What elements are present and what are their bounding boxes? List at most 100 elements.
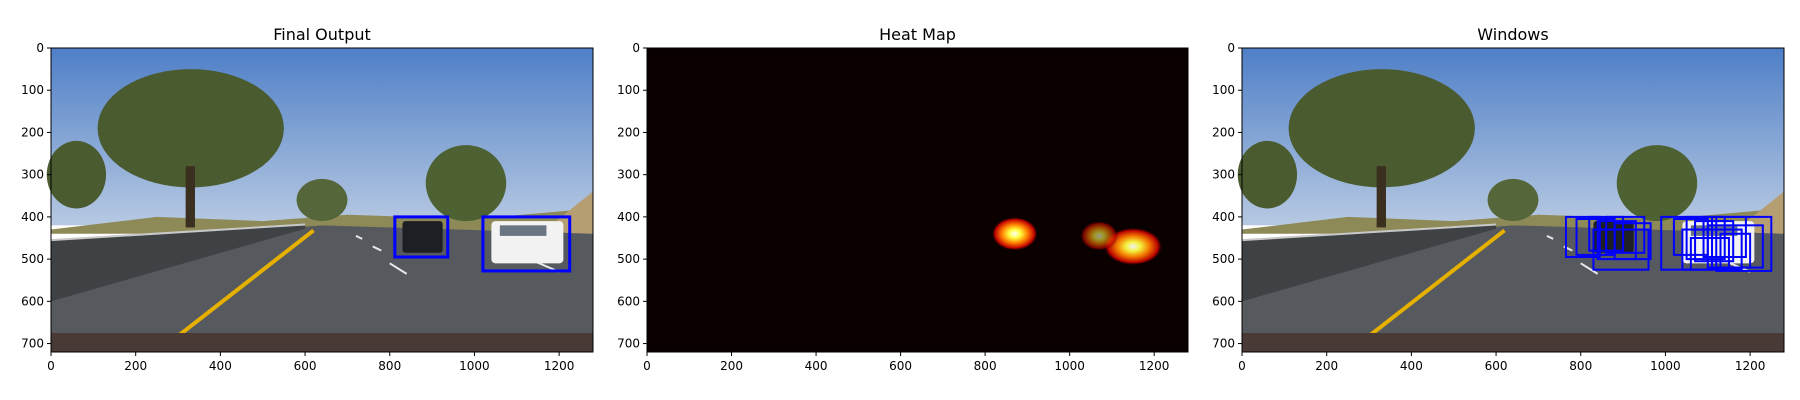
y-tick-label: 500 — [617, 252, 640, 266]
barrier — [51, 224, 306, 302]
y-tick-label: 100 — [617, 83, 640, 97]
car-hood — [51, 333, 593, 352]
y-tick-label: 700 — [617, 337, 640, 351]
search-window — [1564, 215, 1601, 258]
x-tick-label: 600 — [1485, 359, 1508, 373]
x-tick-label: 1000 — [1054, 359, 1085, 373]
x-tick-label: 200 — [720, 359, 743, 373]
y-tick-label: 500 — [1212, 252, 1235, 266]
search-window — [1605, 215, 1646, 254]
x-tick-label: 1200 — [544, 359, 575, 373]
small-tree — [46, 140, 107, 209]
search-windows — [1564, 215, 1773, 272]
white-lane-dash — [355, 234, 363, 240]
x-axis-ticks: 0 200 400 600 800 1000 1200 — [1238, 352, 1765, 373]
y-tick-label: 400 — [617, 210, 640, 224]
barrier — [1242, 224, 1497, 302]
heat-blob — [1080, 221, 1119, 251]
y-tick-label: 0 — [1227, 41, 1235, 55]
x-tick-label: 1000 — [459, 359, 490, 373]
car-hood — [1242, 333, 1784, 352]
heat-blob — [991, 216, 1038, 251]
embankment — [1741, 191, 1784, 247]
x-tick-label: 200 — [124, 359, 147, 373]
x-tick-label: 0 — [643, 359, 651, 373]
y-axis-ticks: 0 100 200 300 400 500 600 700 — [21, 41, 51, 351]
x-axis-ticks: 0 200 400 600 800 1000 1200 — [47, 352, 574, 373]
white-lane-dash — [372, 245, 382, 252]
x-tick-label: 1000 — [1650, 359, 1681, 373]
y-tick-label: 400 — [1212, 210, 1235, 224]
small-tree — [296, 178, 348, 222]
tree-trunk — [1376, 166, 1386, 228]
heatmap-image — [647, 48, 1188, 352]
x-tick-label: 1200 — [1735, 359, 1766, 373]
yellow-lane-line — [1363, 228, 1506, 341]
x-tick-label: 400 — [1400, 359, 1423, 373]
panel-title: Windows — [1477, 25, 1548, 44]
y-tick-label: 400 — [21, 210, 44, 224]
heatmap-overlay — [991, 216, 1163, 266]
x-tick-label: 400 — [805, 359, 828, 373]
axes-frame — [646, 47, 1189, 353]
axes-frame — [1241, 47, 1785, 353]
y-tick-label: 0 — [36, 41, 44, 55]
search-window — [1719, 232, 1752, 269]
detection-box — [393, 215, 450, 259]
y-tick-label: 200 — [1212, 125, 1235, 139]
panel-final-output: Final Output 0 200 400 600 800 1000 1200 0 100 2… — [21, 25, 594, 373]
x-tick-label: 800 — [974, 359, 997, 373]
road-photo — [1237, 48, 1784, 352]
detection-boxes — [393, 215, 572, 273]
search-window — [1694, 220, 1735, 263]
x-tick-label: 800 — [1569, 359, 1592, 373]
small-tree — [425, 145, 507, 222]
panel-title: Final Output — [273, 25, 371, 44]
detection-box — [481, 215, 572, 273]
y-tick-label: 300 — [21, 168, 44, 182]
y-tick-label: 300 — [1212, 168, 1235, 182]
road-photo — [46, 48, 593, 352]
y-tick-label: 0 — [632, 41, 640, 55]
x-axis-ticks: 0 200 400 600 800 1000 1200 — [643, 352, 1169, 373]
y-tick-label: 200 — [21, 125, 44, 139]
car-window — [1690, 225, 1738, 236]
y-tick-label: 100 — [21, 83, 44, 97]
y-tick-label: 700 — [1212, 337, 1235, 351]
search-window — [1592, 228, 1650, 271]
small-tree — [1616, 145, 1698, 222]
guard-rail — [50, 223, 306, 242]
x-tick-label: 600 — [294, 359, 317, 373]
x-tick-label: 200 — [1315, 359, 1338, 373]
y-axis-ticks: 0 100 200 300 400 500 600 700 — [617, 41, 647, 351]
panel-windows: Windows 0 200 400 600 800 1000 1200 0 100 200 300… — [1212, 25, 1785, 373]
panel-heat-map: Heat Map 0 200 400 600 800 1000 1200 0 100 200 30… — [617, 25, 1189, 373]
x-tick-label: 800 — [378, 359, 401, 373]
y-tick-label: 500 — [21, 252, 44, 266]
yellow-lane-line — [172, 228, 315, 341]
guard-rail — [1241, 223, 1497, 242]
x-tick-label: 1200 — [1139, 359, 1170, 373]
small-tree — [1487, 178, 1539, 222]
tree-trunk — [185, 166, 195, 228]
y-tick-label: 700 — [21, 337, 44, 351]
x-tick-label: 0 — [1238, 359, 1246, 373]
large-tree — [1288, 69, 1475, 188]
x-tick-label: 600 — [889, 359, 912, 373]
heat-blob — [1103, 227, 1163, 266]
search-window — [1613, 222, 1652, 261]
white-lane-dash — [1546, 234, 1554, 240]
dark-car — [402, 221, 443, 253]
y-axis-ticks: 0 100 200 300 400 500 600 700 — [1212, 41, 1242, 351]
y-tick-label: 200 — [617, 125, 640, 139]
x-tick-label: 0 — [47, 359, 55, 373]
y-tick-label: 300 — [617, 168, 640, 182]
embankment — [550, 191, 593, 247]
heatmap-background — [647, 48, 1188, 352]
axes-frame — [50, 47, 594, 353]
small-tree — [1237, 140, 1298, 209]
y-tick-label: 100 — [1212, 83, 1235, 97]
white-lane-dash — [1580, 262, 1599, 275]
y-tick-label: 600 — [617, 294, 640, 308]
